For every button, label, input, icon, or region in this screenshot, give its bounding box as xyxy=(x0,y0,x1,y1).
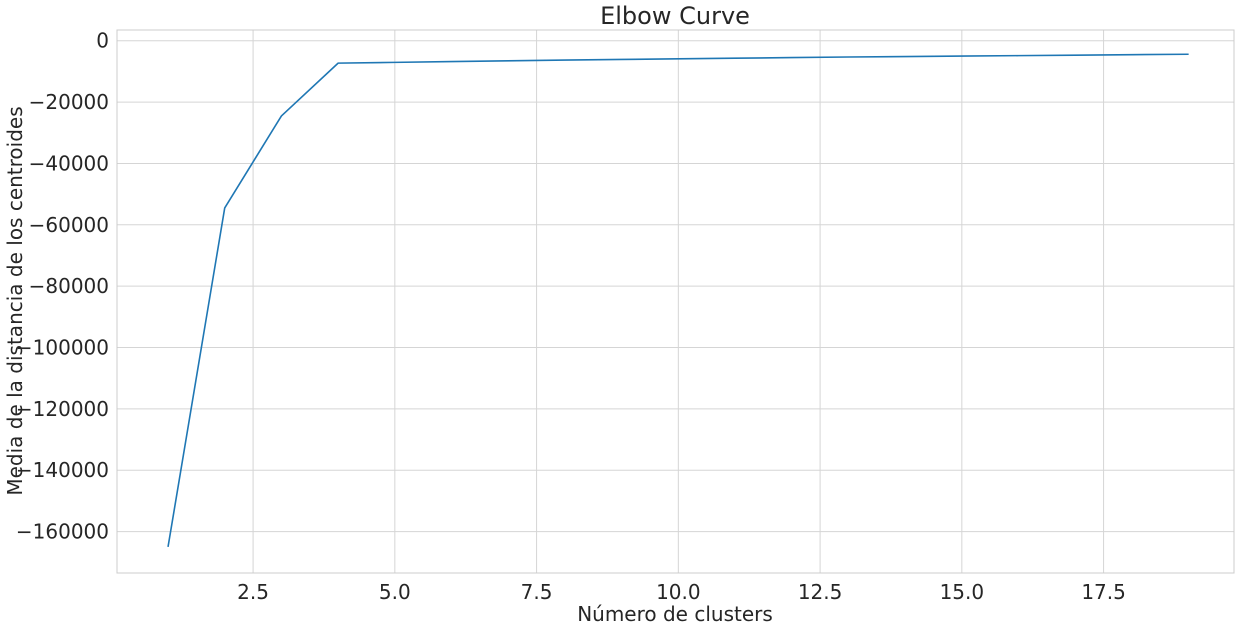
x-tick-label: 2.5 xyxy=(237,580,269,604)
x-axis-label: Número de clusters xyxy=(577,602,773,626)
grid-lines xyxy=(117,30,1234,573)
y-tick-labels: 0 −20000 −40000 −60000 −80000 −100000 −120000 −… xyxy=(16,29,109,544)
y-tick-label: −80000 xyxy=(29,274,109,298)
x-tick-label: 10.0 xyxy=(656,580,701,604)
plot-background xyxy=(117,30,1234,573)
x-tick-label: 5.0 xyxy=(379,580,411,604)
series-line xyxy=(167,53,1189,548)
y-tick-label: −100000 xyxy=(16,336,109,360)
y-tick-label: −60000 xyxy=(29,213,109,237)
y-tick-label: −20000 xyxy=(29,90,109,114)
y-tick-label: −120000 xyxy=(16,397,109,421)
y-axis-label: Media de la distancia de los centroides xyxy=(3,106,27,495)
y-tick-label: −40000 xyxy=(29,151,109,175)
y-tick-label: −160000 xyxy=(16,520,109,544)
y-tick-label: −140000 xyxy=(16,458,109,482)
y-tick-label: 0 xyxy=(96,29,109,53)
x-tick-label: 12.5 xyxy=(798,580,843,604)
chart-title: Elbow Curve xyxy=(600,2,750,30)
x-tick-label: 15.0 xyxy=(940,580,985,604)
x-tick-labels: 2.5 5.0 7.5 10.0 12.5 15.0 17.5 xyxy=(237,580,1126,604)
x-tick-label: 7.5 xyxy=(521,580,553,604)
x-tick-label: 17.5 xyxy=(1081,580,1126,604)
series-layer xyxy=(167,53,1189,548)
plot-frame xyxy=(116,29,1235,574)
